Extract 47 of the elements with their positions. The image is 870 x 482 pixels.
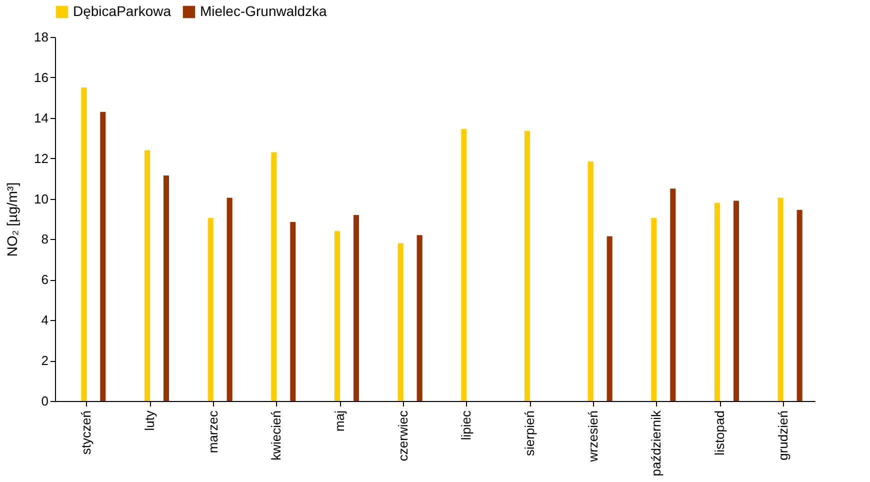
y-tick-label: 4 [41, 312, 48, 328]
bar [271, 152, 277, 401]
y-tick-label: 10 [34, 191, 48, 206]
y-tick-label: 14 [34, 110, 48, 126]
bar [163, 176, 169, 401]
y-tick-label: 16 [34, 70, 48, 85]
y-axis-title: NO₂ [µg/m³] [4, 182, 20, 257]
x-tick-label: marzec [205, 410, 220, 454]
bar [144, 150, 150, 401]
y-tick-label: 6 [41, 272, 48, 288]
y-tick-label: 2 [41, 353, 48, 368]
x-tick-label: styczeń [78, 410, 94, 455]
legend-label: Mielec-Grunwaldzka [200, 3, 328, 19]
y-tick-label: 12 [34, 150, 48, 166]
bar [81, 88, 87, 401]
y-tick-label: 0 [41, 394, 48, 408]
x-tick-label: kwiecień [268, 410, 284, 460]
x-tick-label: czerwiec [395, 410, 410, 462]
bar [226, 198, 232, 401]
x-tick-label: wrzesień [585, 410, 600, 463]
bar [778, 198, 784, 401]
bar [714, 202, 720, 401]
bar [334, 231, 340, 401]
bar [524, 131, 530, 401]
bar [416, 235, 422, 401]
x-tick-label: luty [142, 410, 157, 431]
legend-label: DębicaParkowa [73, 3, 172, 19]
bar [461, 129, 467, 401]
bar [796, 210, 802, 401]
x-tick-label: grudzień [775, 410, 790, 460]
bar [606, 236, 612, 401]
bar [290, 222, 296, 401]
y-tick-label: 8 [41, 232, 48, 247]
bar [100, 112, 106, 401]
bar [398, 243, 404, 401]
x-tick-label: październik [648, 410, 664, 476]
x-tick-label: maj [332, 410, 347, 432]
x-tick-label: listopad [712, 410, 727, 456]
bar [651, 218, 657, 401]
x-tick-label: sierpień [522, 410, 537, 456]
bar [208, 218, 214, 401]
bar [353, 214, 359, 401]
x-tick-label: lipiec [458, 410, 474, 440]
y-tick-label: 18 [34, 30, 48, 44]
bar [588, 161, 594, 401]
bar [670, 188, 676, 401]
bar [733, 200, 739, 401]
